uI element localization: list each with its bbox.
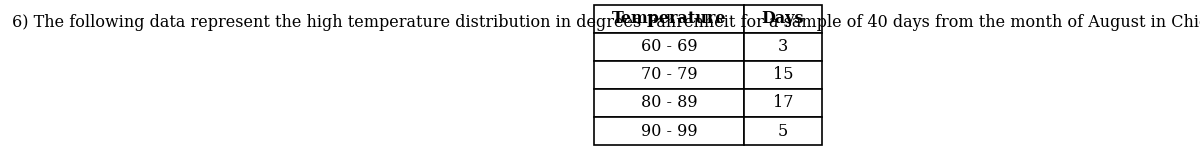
Text: Days: Days [762, 10, 804, 27]
Text: 6) The following data represent the high temperature distribution in degrees Fah: 6) The following data represent the high… [12, 14, 1200, 31]
Bar [594, 5, 744, 33]
Bar [744, 89, 822, 117]
Bar [744, 117, 822, 145]
Bar [744, 61, 822, 89]
Text: 80 - 89: 80 - 89 [641, 95, 697, 111]
Text: 60 - 69: 60 - 69 [641, 38, 697, 55]
Text: 17: 17 [773, 95, 793, 111]
Bar [594, 89, 744, 117]
Text: 90 - 99: 90 - 99 [641, 123, 697, 140]
Bar [594, 33, 744, 61]
Text: 5: 5 [778, 123, 788, 140]
Bar [594, 61, 744, 89]
Text: 3: 3 [778, 38, 788, 55]
Text: Temperature: Temperature [612, 10, 726, 27]
Bar [594, 117, 744, 145]
Text: 70 - 79: 70 - 79 [641, 66, 697, 83]
Bar [744, 33, 822, 61]
Bar [744, 5, 822, 33]
Text: 15: 15 [773, 66, 793, 83]
